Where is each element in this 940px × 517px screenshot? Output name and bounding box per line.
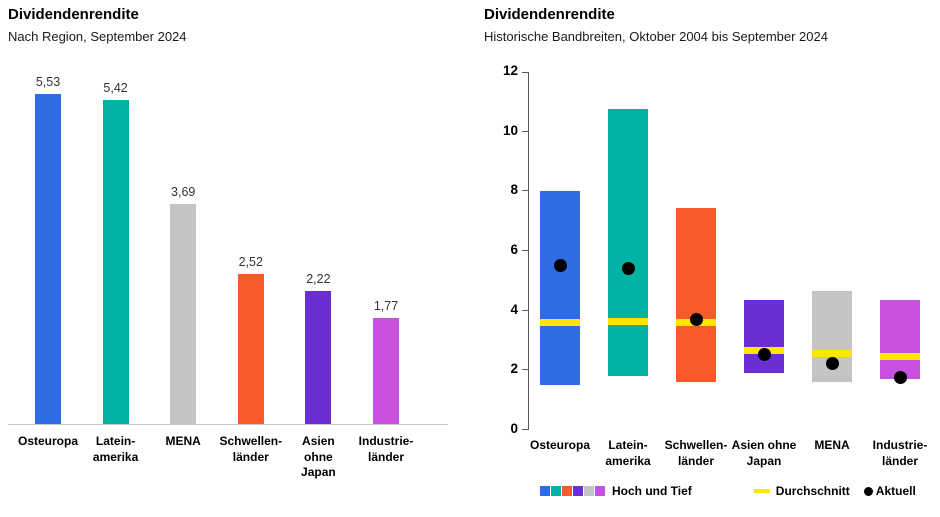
legend-swatch-2 <box>562 486 572 496</box>
left-chart-subtitle: Nach Region, September 2024 <box>8 29 187 44</box>
right-x-label-5: Industrie-länder <box>872 438 928 468</box>
legend-label-durchschnitt: Durchschnitt <box>775 484 850 498</box>
legend-item-durchschnitt: Durchschnitt <box>753 484 850 498</box>
right-chart-x-labels: Osteuropa Latein-amerika Schwellen-länder A… <box>484 438 940 498</box>
value-label-5: 1,77 <box>373 299 399 314</box>
y-tick-4 <box>522 309 528 311</box>
chart-legend: Hoch und Tief Durchschnitt Aktuell <box>540 484 916 498</box>
left-chart-title: Dividendenrendite <box>8 6 139 23</box>
current-dot-3 <box>757 348 771 362</box>
y-tick-label-6: 6 <box>510 242 518 257</box>
y-tick-label-8: 8 <box>510 182 518 198</box>
right-x-label-4: MENA <box>814 438 850 452</box>
bar-5 <box>373 318 399 424</box>
right-x-label-0: Osteuropa <box>529 438 590 452</box>
legend-color-swatches <box>540 486 605 496</box>
right-chart-subtitle: Historische Bandbreiten, Oktober 2004 bi… <box>484 29 828 44</box>
average-line-4 <box>812 350 852 358</box>
legend-item-hoch-und-tief: Hoch und Tief <box>540 484 692 498</box>
left-x-label-2: MENA <box>165 434 201 448</box>
legend-item-aktuell: Aktuell <box>863 484 916 498</box>
left-chart-plot: 5,53 5,42 3,69 2,52 2,22 1,77 <box>8 60 448 425</box>
y-tick-10 <box>522 130 528 132</box>
value-label-3: 2,52 <box>238 254 263 269</box>
range-bar-0 <box>540 191 580 386</box>
left-x-label-3: Schwellen-länder <box>219 434 283 464</box>
y-tick-12 <box>522 72 528 73</box>
y-axis-line <box>528 72 529 430</box>
y-tick-2 <box>522 369 528 371</box>
value-label-1: 5,42 <box>103 81 128 96</box>
y-tick-label-12: 12 <box>502 63 518 78</box>
legend-swatch-3 <box>573 486 583 496</box>
average-line-1 <box>608 317 648 325</box>
y-tick-label-10: 10 <box>502 122 518 138</box>
value-label-0: 5,53 <box>35 74 61 89</box>
y-tick-label-2: 2 <box>510 361 518 377</box>
range-bar-1 <box>608 109 648 377</box>
legend-label-hoch-und-tief: Hoch und Tief <box>612 484 692 498</box>
right-chart-plot: 0 2 4 6 8 10 12 <box>484 63 940 436</box>
y-tick-0 <box>522 429 528 430</box>
bar-2 <box>170 203 197 424</box>
average-line-0 <box>540 319 580 327</box>
bar-0 <box>35 93 61 424</box>
left-x-label-4: Asien ohne Japan <box>301 434 336 480</box>
right-chart-title: Dividendenrendite <box>484 6 615 23</box>
legend-swatch-1 <box>551 486 561 496</box>
value-label-4: 2,22 <box>306 272 331 287</box>
bar-3 <box>237 273 264 424</box>
right-chart: Dividendenrendite Historische Bandbreite… <box>484 6 940 498</box>
bar-1 <box>102 100 129 424</box>
bar-4 <box>305 291 332 424</box>
left-x-label-0: Osteuropa <box>17 434 78 448</box>
right-x-label-1: Latein-amerika <box>605 438 651 468</box>
y-tick-8 <box>522 190 528 192</box>
current-dot-5 <box>893 370 907 384</box>
range-bar-5 <box>880 300 920 380</box>
yellow-dash-icon <box>753 489 770 493</box>
legend-swatch-0 <box>540 486 550 496</box>
left-x-label-1: Latein-amerika <box>92 434 139 464</box>
current-dot-0 <box>553 258 567 272</box>
legend-swatch-4 <box>584 486 594 496</box>
legend-label-aktuell: Aktuell <box>875 484 916 498</box>
y-tick-label-4: 4 <box>510 301 518 317</box>
current-dot-2 <box>689 313 703 327</box>
left-x-label-5: Industrie-länder <box>358 434 414 464</box>
average-line-5 <box>880 353 920 361</box>
left-chart-x-labels: Osteuropa Latein-amerika MENA Schwellen-län… <box>8 434 468 494</box>
y-tick-label-0: 0 <box>510 421 518 436</box>
y-tick-6 <box>522 250 528 251</box>
current-dot-1 <box>621 261 635 275</box>
right-x-label-2: Schwellen-länder <box>664 438 728 468</box>
black-dot-icon <box>863 486 873 496</box>
current-dot-4 <box>825 357 839 371</box>
right-x-label-3: Asien ohne Japan <box>731 438 797 468</box>
value-label-2: 3,69 <box>171 184 196 199</box>
range-bar-2 <box>676 207 716 383</box>
range-bar-3 <box>744 300 784 374</box>
legend-swatch-5 <box>595 486 605 496</box>
left-chart: Dividendenrendite Nach Region, September… <box>8 6 468 479</box>
